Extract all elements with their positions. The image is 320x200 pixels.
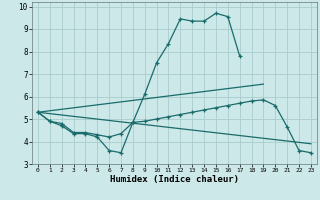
X-axis label: Humidex (Indice chaleur): Humidex (Indice chaleur) (110, 175, 239, 184)
